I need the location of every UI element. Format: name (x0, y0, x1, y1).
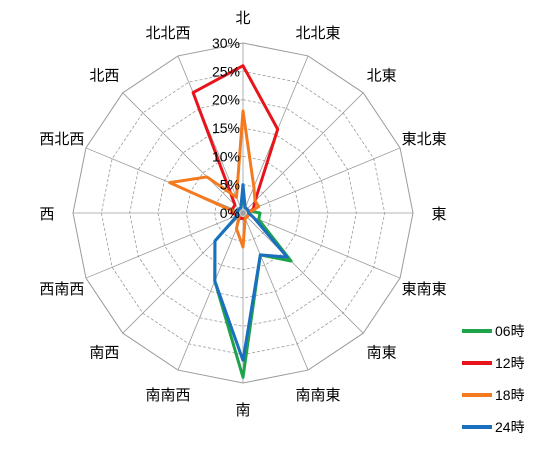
grid-spoke (242, 212, 401, 279)
grid-spoke (177, 55, 244, 214)
legend-label-0: 06時 (495, 323, 525, 339)
direction-label: 北東 (367, 66, 397, 84)
tick-label: 10% (212, 148, 240, 164)
grid-ring-20 (129, 99, 357, 327)
direction-label: 南東 (367, 344, 397, 362)
direction-label: 南南東 (296, 386, 341, 404)
legend-label-3: 24時 (495, 419, 525, 435)
direction-label: 東南東 (402, 280, 447, 298)
grid-spoke (242, 212, 309, 371)
direction-label: 西南西 (39, 280, 84, 298)
tick-label: 15% (212, 120, 240, 136)
tick-label: 20% (212, 92, 240, 108)
grid-ring-5 (214, 184, 272, 242)
legend: 06時 12時 18時 24時 (462, 323, 525, 435)
direction-label: 西北西 (39, 130, 84, 148)
grid-spoke (122, 92, 244, 214)
direction-label: 南西 (89, 344, 119, 362)
series-line-2 (168, 109, 261, 249)
grid-spoke (85, 212, 244, 279)
grid-spoke (242, 212, 364, 334)
direction-label: 南南西 (145, 386, 190, 404)
tick-label: 0% (220, 205, 240, 221)
series-layer (168, 64, 293, 379)
grid-spoke (242, 147, 401, 214)
grid-spoke (177, 212, 244, 371)
direction-label: 北北西 (145, 24, 190, 42)
tick-label: 5% (220, 177, 240, 193)
grid-spoke (242, 92, 364, 214)
tick-label: 30% (212, 35, 240, 51)
grid-layer (72, 42, 414, 384)
direction-label: 北西 (89, 66, 119, 84)
series-line-1 (191, 64, 280, 221)
direction-label: 西 (39, 205, 54, 223)
tick-label: 25% (212, 63, 240, 79)
tick-layer: 0% 5% 10% 15% 20% 25% 30% (212, 35, 240, 221)
legend-label-2: 18時 (495, 387, 525, 403)
series-line-3 (213, 183, 289, 362)
direction-label: 東北東 (402, 130, 447, 148)
direction-label: 北 (235, 9, 250, 27)
direction-label: 東 (431, 205, 446, 223)
legend-label-1: 12時 (495, 355, 525, 371)
direction-label: 北北東 (296, 24, 341, 42)
direction-label: 南 (235, 401, 250, 419)
